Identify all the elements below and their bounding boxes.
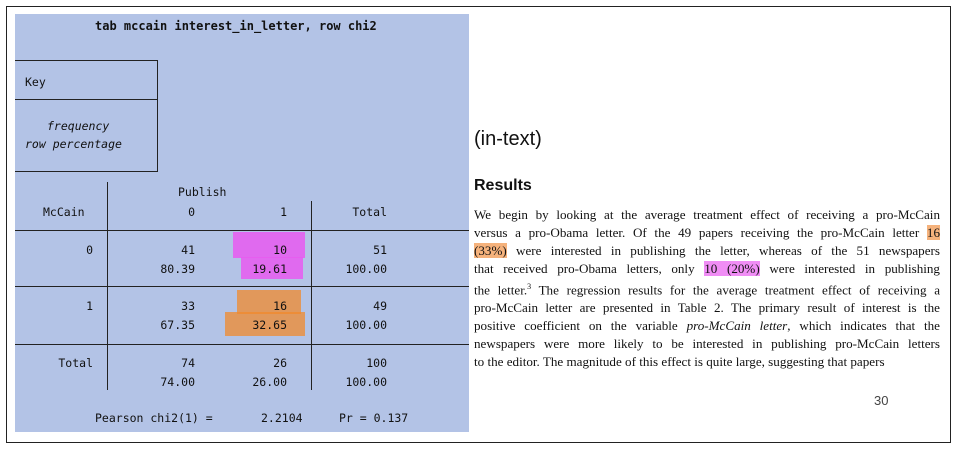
cell-freq: 10 xyxy=(273,243,287,257)
stata-command: tab mccain interest_in_letter, row chi2 xyxy=(95,19,377,33)
cell-freq: 41 xyxy=(181,243,195,257)
highlight-orange-pct xyxy=(225,312,305,336)
row-label: 1 xyxy=(86,299,93,313)
cell-pct: 100.00 xyxy=(345,318,387,332)
results-line: versus a pro-Obama letter. Of the 49 pap… xyxy=(474,225,940,240)
row-var-label: McCain xyxy=(43,205,85,219)
col-header-0: 0 xyxy=(188,205,195,219)
footnote-mark: 3 xyxy=(527,282,532,291)
cell-freq: 26 xyxy=(273,356,287,370)
cell-freq: 51 xyxy=(373,243,387,257)
chi2-label: Pearson chi2(1) = xyxy=(95,411,213,425)
chi2-value: 2.2104 xyxy=(261,411,303,425)
col-header-1: 1 xyxy=(280,205,287,219)
cell-pct: 74.00 xyxy=(160,375,195,389)
col-header-total: Total xyxy=(352,205,387,219)
results-line: We begin by looking at the average treat… xyxy=(474,207,940,222)
results-line: (33%) were interested in publishing the … xyxy=(474,243,940,258)
highlight-33pct: (33%) xyxy=(474,243,507,258)
table-hline-1 xyxy=(15,230,469,231)
row-label: Total xyxy=(58,356,93,370)
results-paragraph: We begin by looking at the average treat… xyxy=(474,206,940,371)
col-group-label: Publish xyxy=(178,185,227,199)
highlight-orange-freq xyxy=(237,290,301,314)
page-number: 30 xyxy=(874,393,889,408)
cell-pct: 19.61 xyxy=(252,262,287,276)
key-row-percentage: row percentage xyxy=(25,137,122,151)
cell-pct: 100.00 xyxy=(345,262,387,276)
cell-pct: 80.39 xyxy=(160,262,195,276)
results-line: to the editor. The magnitude of this eff… xyxy=(474,354,885,370)
key-box: Key frequency row percentage xyxy=(15,60,158,172)
stata-output-panel: tab mccain interest_in_letter, row chi2 … xyxy=(15,14,469,432)
cell-pct: 67.35 xyxy=(160,318,195,332)
cell-freq: 49 xyxy=(373,299,387,313)
intext-label: (in-text) xyxy=(474,128,542,150)
cell-pct: 32.65 xyxy=(252,318,287,332)
highlight-10-20pct: 10 (20%) xyxy=(704,261,760,276)
cell-pct: 26.00 xyxy=(252,375,287,389)
highlight-pink-pct xyxy=(241,257,303,279)
table-hline-3 xyxy=(15,344,469,345)
cell-pct: 100.00 xyxy=(345,375,387,389)
results-line: positive coefficient on the variable pro… xyxy=(474,318,940,334)
cell-freq: 100 xyxy=(366,356,387,370)
cell-freq: 16 xyxy=(273,299,287,313)
pr-value: Pr = 0.137 xyxy=(339,411,409,425)
key-frequency: frequency xyxy=(47,119,110,133)
table-hline-2 xyxy=(15,286,469,287)
highlight-pink-freq xyxy=(233,232,305,258)
results-line: the letter.3 The regression results for … xyxy=(474,282,941,298)
results-line: pro-McCain letter are presented in Table… xyxy=(474,300,940,316)
highlight-16: 16 xyxy=(926,225,940,240)
results-line: newspapers were more likely to be intere… xyxy=(474,336,940,352)
variable-name: pro-McCain letter xyxy=(686,318,788,334)
results-line: that received pro-Obama letters, only 10… xyxy=(474,261,940,276)
table-vline-right xyxy=(311,201,312,390)
results-heading: Results xyxy=(474,177,532,194)
key-divider xyxy=(15,99,157,100)
key-title: Key xyxy=(25,75,46,89)
row-label: 0 xyxy=(86,243,93,257)
cell-freq: 33 xyxy=(181,299,195,313)
cell-freq: 74 xyxy=(181,356,195,370)
